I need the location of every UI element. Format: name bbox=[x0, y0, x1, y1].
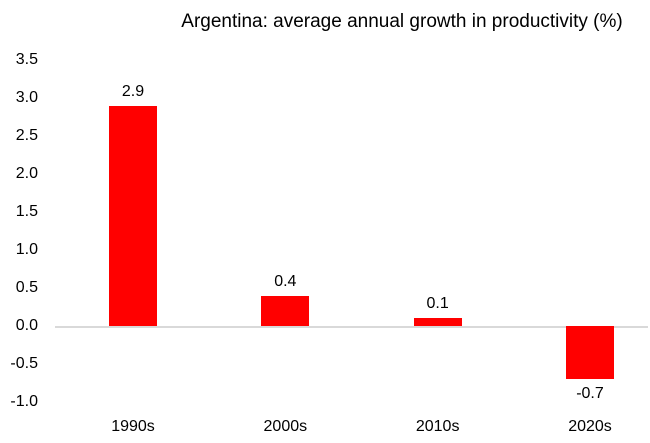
bar-1990s bbox=[109, 105, 157, 326]
chart-title: Argentina: average annual growth in prod… bbox=[181, 11, 623, 32]
x-axis-label-2020s: 2020s bbox=[568, 418, 612, 435]
data-label-2020s: -0.7 bbox=[576, 385, 604, 403]
x-axis-label-1990s: 1990s bbox=[111, 418, 155, 435]
y-axis-tick-label: 0.0 bbox=[15, 317, 38, 334]
data-label-1990s: 2.9 bbox=[121, 82, 145, 100]
x-axis-label-2000s: 2000s bbox=[263, 418, 308, 435]
y-axis-tick-label: 0.5 bbox=[15, 279, 38, 296]
y-axis-tick-label: 3.5 bbox=[15, 51, 38, 68]
data-label-2010s: 0.1 bbox=[426, 295, 449, 313]
bar-2020s bbox=[565, 326, 614, 380]
x-axis-label-2010s: 2010s bbox=[415, 418, 460, 435]
y-axis-tick-label: -1.0 bbox=[10, 393, 38, 410]
y-axis-tick-label: 2.5 bbox=[15, 127, 38, 144]
y-axis-tick-label: 2.0 bbox=[15, 165, 38, 182]
y-axis-tick-label: -0.5 bbox=[10, 355, 38, 372]
bar-2010s bbox=[413, 318, 462, 326]
zero-axis-line bbox=[55, 326, 648, 328]
y-axis-tick-label: 1.5 bbox=[15, 203, 38, 220]
bar-2000s bbox=[261, 295, 310, 326]
y-axis-tick-label: 3.0 bbox=[15, 89, 38, 106]
data-label-2000s: 0.4 bbox=[274, 272, 297, 290]
y-axis-tick-label: 1.0 bbox=[15, 241, 38, 258]
